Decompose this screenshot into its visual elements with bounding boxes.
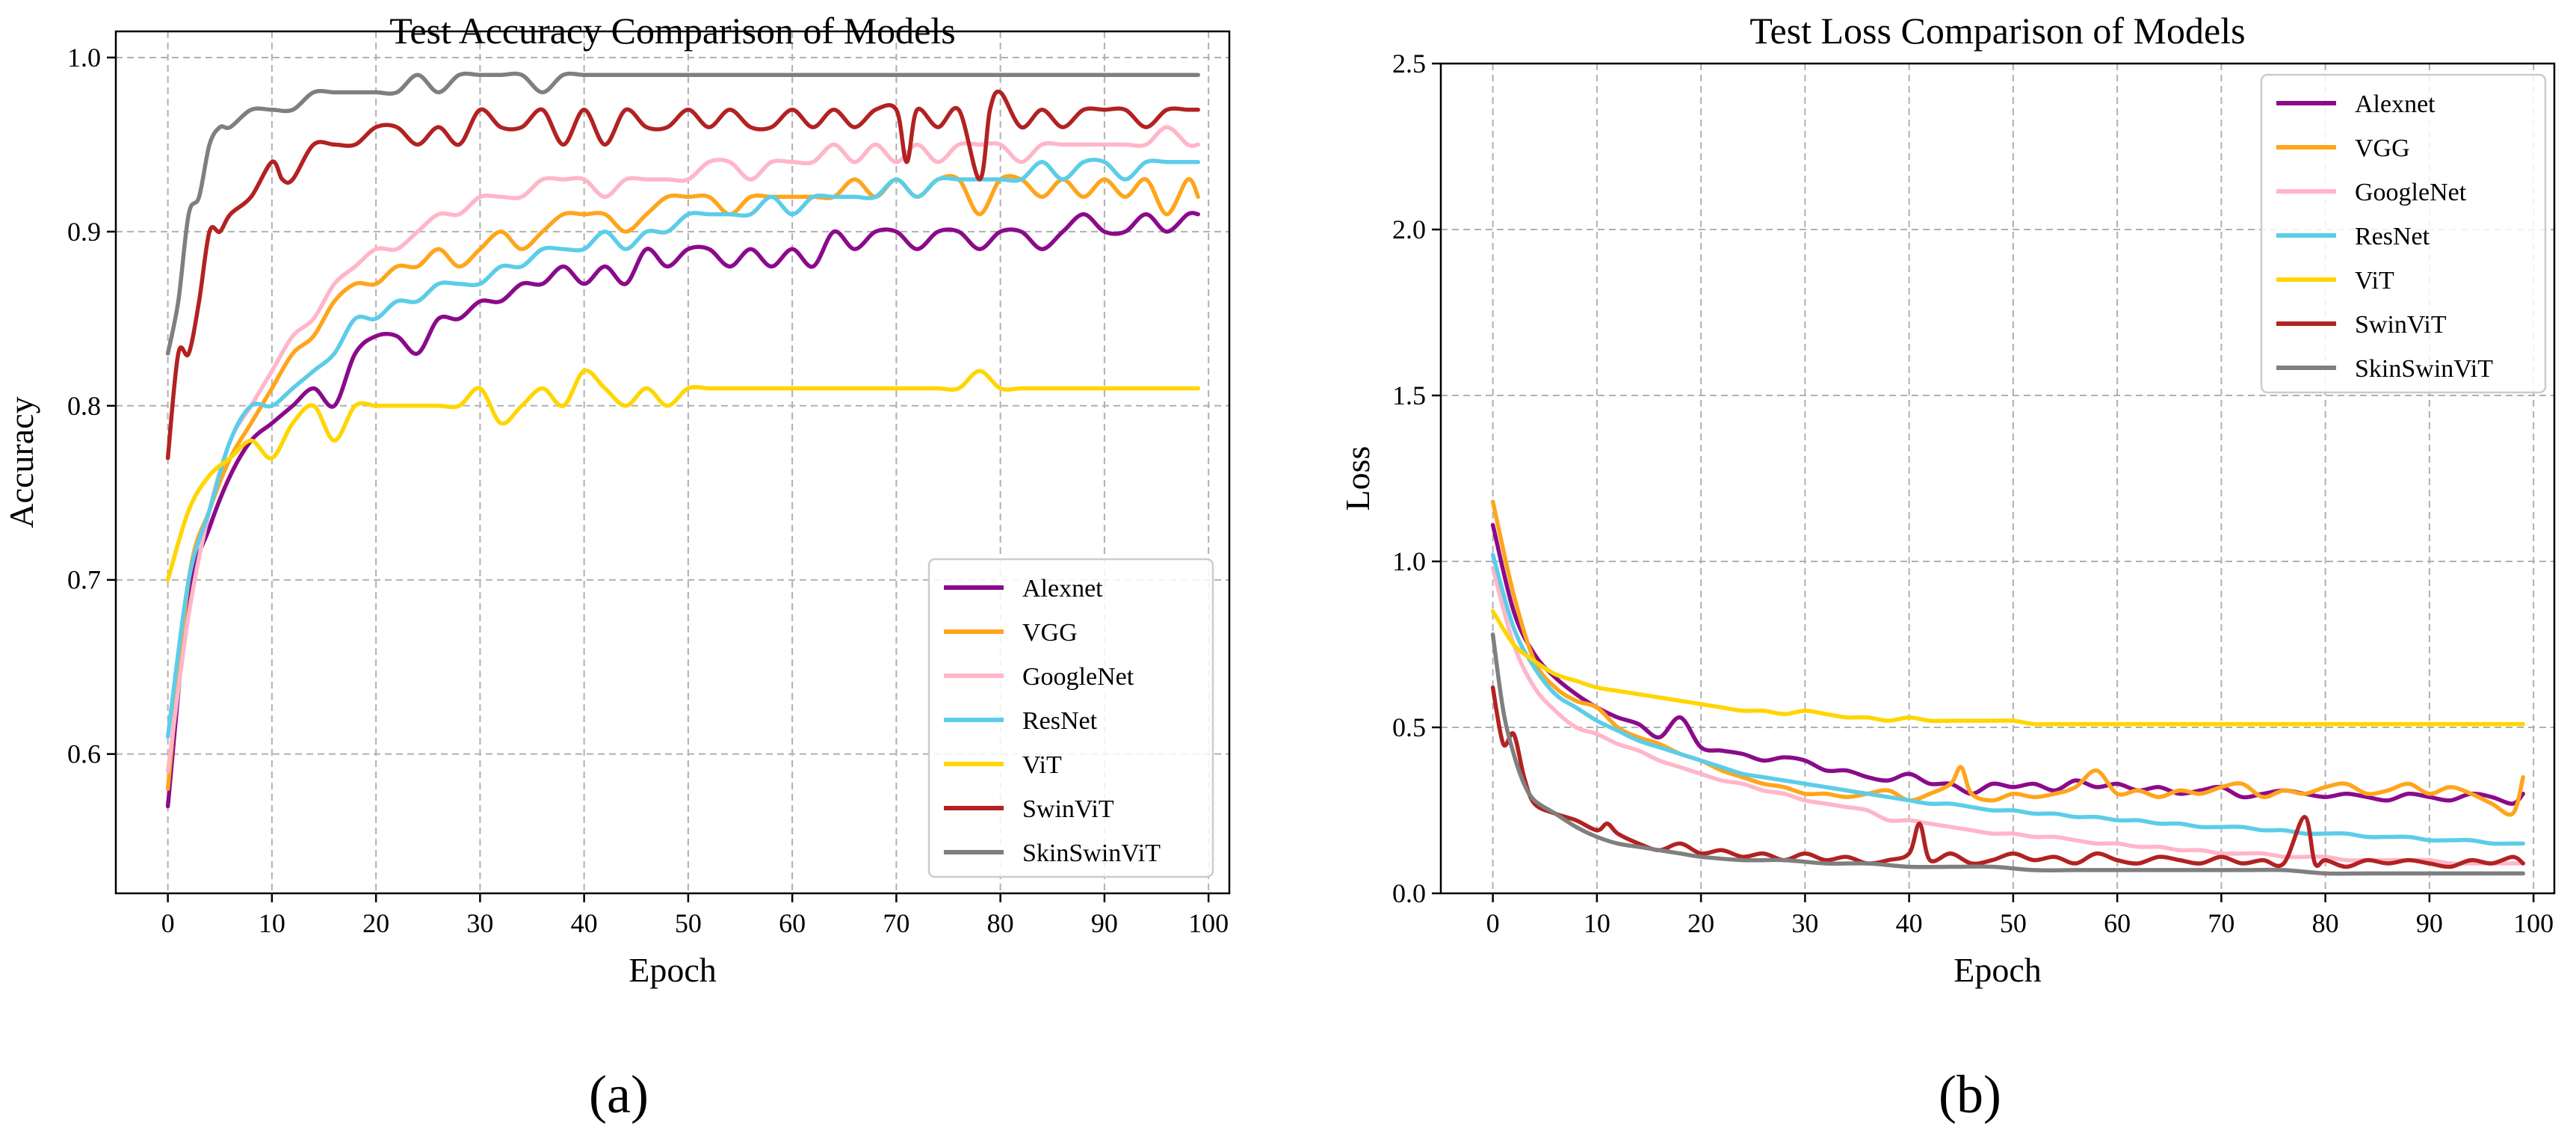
series-line-vit [165, 369, 1200, 582]
x-tick-label: 10 [1584, 908, 1610, 938]
series-line-googlenet [165, 125, 1200, 774]
accuracy-chart: 0 10 20 30 40 50 60 70 80 90 100 0.6 0.7 0.8 0.9 1.0 Tes… [2, 10, 1231, 1124]
legend-label: ResNet [1022, 707, 1098, 735]
x-tick-label: 30 [1791, 908, 1818, 938]
x-tick-label: 10 [259, 908, 285, 938]
legend-label: GoogleNet [2355, 179, 2467, 206]
y-tick-label: 1.0 [1392, 546, 1426, 576]
x-axis-label: Epoch [1953, 951, 2042, 989]
x-tick-label: 0 [1486, 908, 1500, 938]
legend-label: VGG [1022, 619, 1078, 647]
x-tick-label: 100 [1188, 908, 1229, 938]
x-tick-label: 0 [161, 908, 175, 938]
legend-label: ViT [2355, 267, 2394, 295]
x-tick-label: 50 [675, 908, 702, 938]
series-line-vit [1490, 609, 2525, 727]
x-tick-label: 90 [2416, 908, 2443, 938]
y-tick-label: 0.7 [67, 565, 101, 595]
legend-label: ViT [1022, 751, 1062, 779]
series-line-swinvit [165, 89, 1200, 460]
series-line-alexnet [1490, 523, 2525, 806]
y-tick-label: 0.9 [67, 217, 101, 247]
series-line-resnet [165, 158, 1200, 739]
series-line-swinvit [1490, 685, 2525, 869]
x-tick-label: 40 [571, 908, 598, 938]
series-line-resnet [1490, 552, 2525, 846]
legend-label: GoogleNet [1022, 663, 1134, 691]
plot-frame [114, 30, 1231, 895]
series-line-vgg [1490, 499, 2525, 817]
x-tick-label: 80 [2312, 908, 2339, 938]
x-axis-label: Epoch [628, 951, 717, 989]
y-axis-label: Accuracy [2, 396, 40, 528]
y-tick-label: 0.8 [67, 391, 101, 421]
legend: Alexnet VGG GoogleNet ResNet ViT SwinViT SkinS… [2260, 73, 2547, 394]
legend-label: Alexnet [2355, 90, 2436, 118]
panel-label: (b) [1939, 1065, 2001, 1124]
legend-label: SwinViT [1022, 795, 1114, 823]
x-tick-label: 20 [362, 908, 389, 938]
y-tick-label: 0.5 [1392, 712, 1426, 742]
series-line-skinswinvit [165, 71, 1200, 356]
x-tick-label: 50 [2000, 908, 2027, 938]
y-tick-label: 0.6 [67, 739, 101, 769]
loss-chart: 0 10 20 30 40 50 60 70 80 90 100 0.0 0.5 1.0 1.5 2.0 2.5… [1338, 10, 2556, 1124]
legend-label: SwinViT [2355, 311, 2447, 339]
x-tick-label: 70 [2208, 908, 2234, 938]
series-line-skinswinvit [1490, 632, 2525, 876]
legend-box [2260, 73, 2547, 394]
chart-title: Test Loss Comparison of Models [1749, 10, 2245, 52]
series-line-googlenet [1490, 566, 2525, 866]
x-tick-label: 90 [1091, 908, 1118, 938]
legend-label: SkinSwinViT [1022, 840, 1161, 867]
legend-box [927, 558, 1214, 878]
legend-label: ResNet [2355, 223, 2430, 250]
legend: Alexnet VGG GoogleNet ResNet ViT SwinViT SkinS… [927, 558, 1214, 878]
x-tick-label: 100 [2513, 908, 2554, 938]
legend-label: Alexnet [1022, 575, 1103, 603]
x-tick-label: 20 [1687, 908, 1714, 938]
legend-label: SkinSwinViT [2355, 355, 2493, 383]
x-tick-label: 30 [466, 908, 493, 938]
plot-frame [1439, 62, 2556, 895]
x-tick-label: 70 [883, 908, 909, 938]
legend-label: VGG [2355, 135, 2410, 162]
y-tick-label: 0.0 [1392, 878, 1426, 908]
y-tick-label: 2.5 [1392, 49, 1426, 78]
panel-label: (a) [589, 1065, 649, 1124]
x-tick-label: 60 [779, 908, 806, 938]
chart-title: Test Accuracy Comparison of Models [389, 10, 955, 52]
y-tick-label: 1.5 [1392, 381, 1426, 410]
x-tick-label: 40 [1896, 908, 1923, 938]
series-line-vgg [165, 173, 1200, 791]
y-tick-label: 2.0 [1392, 215, 1426, 244]
series-line-alexnet [165, 211, 1200, 809]
x-tick-label: 80 [987, 908, 1014, 938]
y-tick-label: 1.0 [67, 43, 101, 73]
y-axis-label: Loss [1338, 446, 1377, 511]
x-tick-label: 60 [2104, 908, 2131, 938]
